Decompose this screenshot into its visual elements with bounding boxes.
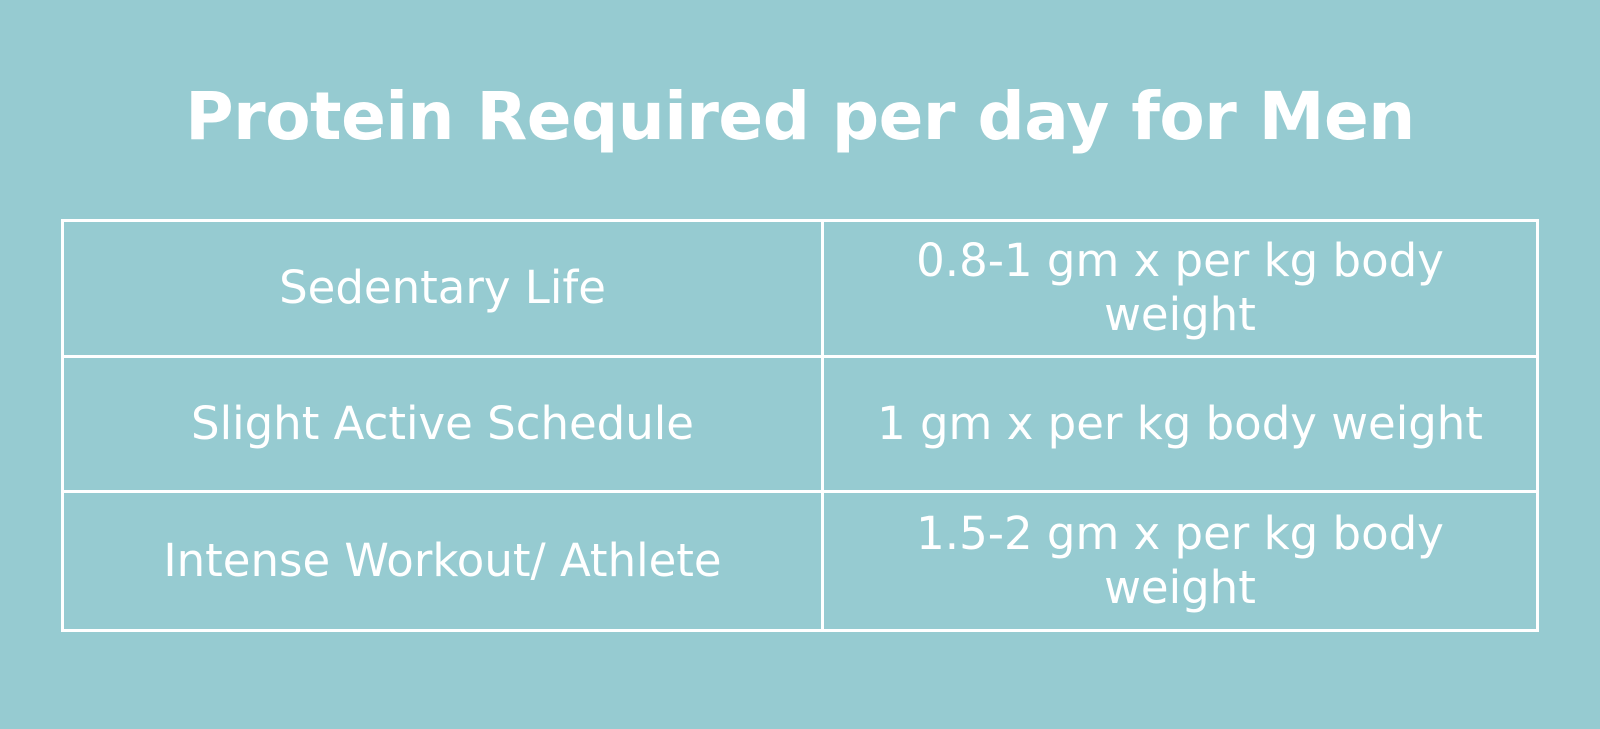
page-title: Protein Required per day for Men [185,78,1415,155]
activity-cell: Slight Active Schedule [64,357,824,494]
activity-cell: Intense Workout/ Athlete [64,493,824,629]
protein-value: 1 gm x per kg body weight [877,396,1483,450]
protein-cell: 1.5-2 gm x per kg body weight [824,493,1536,629]
activity-cell: Sedentary Life [64,222,824,358]
protein-table: Sedentary Life 0.8-1 gm x per kg body we… [61,219,1539,632]
protein-cell: 1 gm x per kg body weight [824,358,1536,494]
protein-value: 1.5-2 gm x per kg body weight [916,507,1444,615]
protein-cell: 0.8-1 gm x per kg body weight [824,222,1536,358]
protein-value: 0.8-1 gm x per kg body weight [916,234,1444,342]
